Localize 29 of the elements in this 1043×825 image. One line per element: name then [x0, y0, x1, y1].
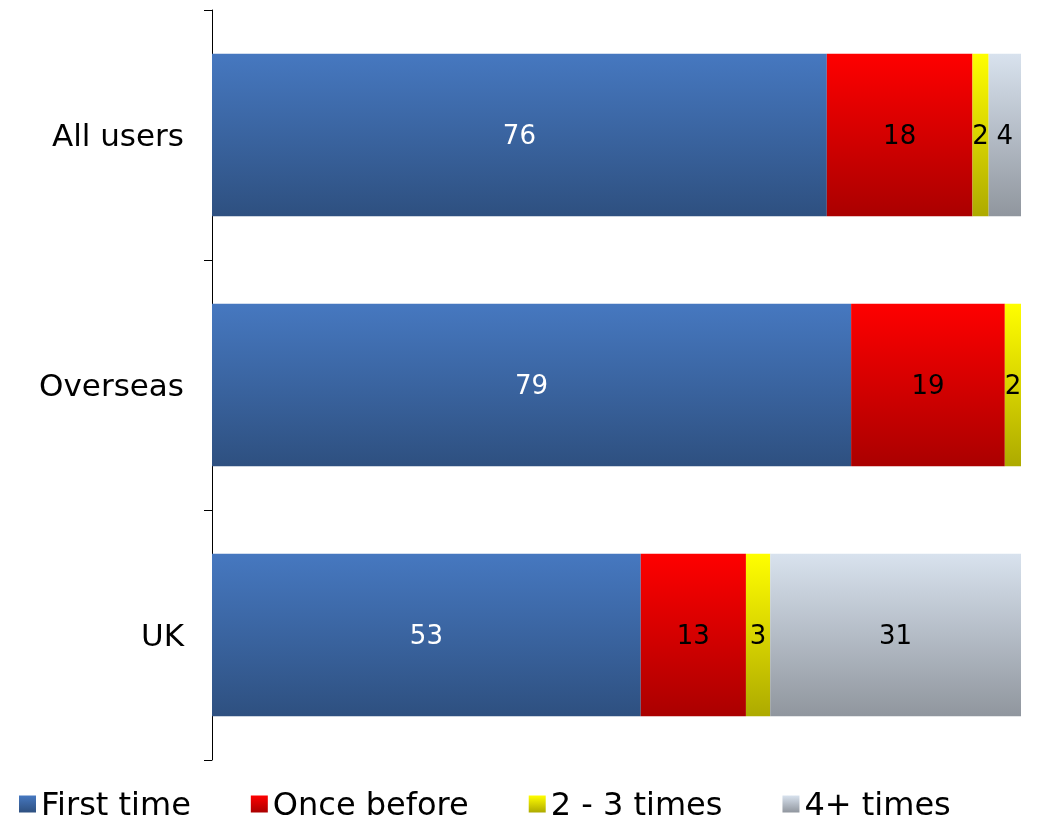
- data-label: 19: [911, 370, 945, 400]
- bar: [212, 553, 641, 717]
- bar: [212, 53, 827, 217]
- data-label: 53: [409, 620, 443, 650]
- bar: [640, 553, 746, 717]
- y-tick-label: All users: [51, 117, 184, 153]
- bar: [972, 53, 989, 217]
- data-label: 2: [1004, 370, 1022, 400]
- bar: [212, 303, 852, 467]
- bar: [826, 53, 973, 217]
- data-label: 79: [515, 370, 549, 400]
- data-label: 18: [883, 120, 917, 150]
- legend-label: 2 - 3 times: [550, 785, 723, 823]
- legend-label: 4+ times: [804, 785, 951, 823]
- y-tick-label: UK: [140, 617, 185, 653]
- data-label: 4: [996, 120, 1014, 150]
- bar: [745, 553, 771, 717]
- data-label: 3: [749, 620, 767, 650]
- data-label: 31: [879, 620, 913, 650]
- bar: [851, 303, 1005, 467]
- y-tick-label: Overseas: [39, 367, 184, 403]
- data-label: 76: [502, 120, 536, 150]
- data-label: 2: [972, 120, 989, 150]
- data-label: 13: [676, 620, 710, 650]
- bar: [770, 553, 1021, 717]
- bar: [1004, 303, 1021, 467]
- legend-label: Once before: [272, 785, 469, 823]
- bar: [988, 53, 1021, 217]
- legend-label: First time: [41, 785, 191, 823]
